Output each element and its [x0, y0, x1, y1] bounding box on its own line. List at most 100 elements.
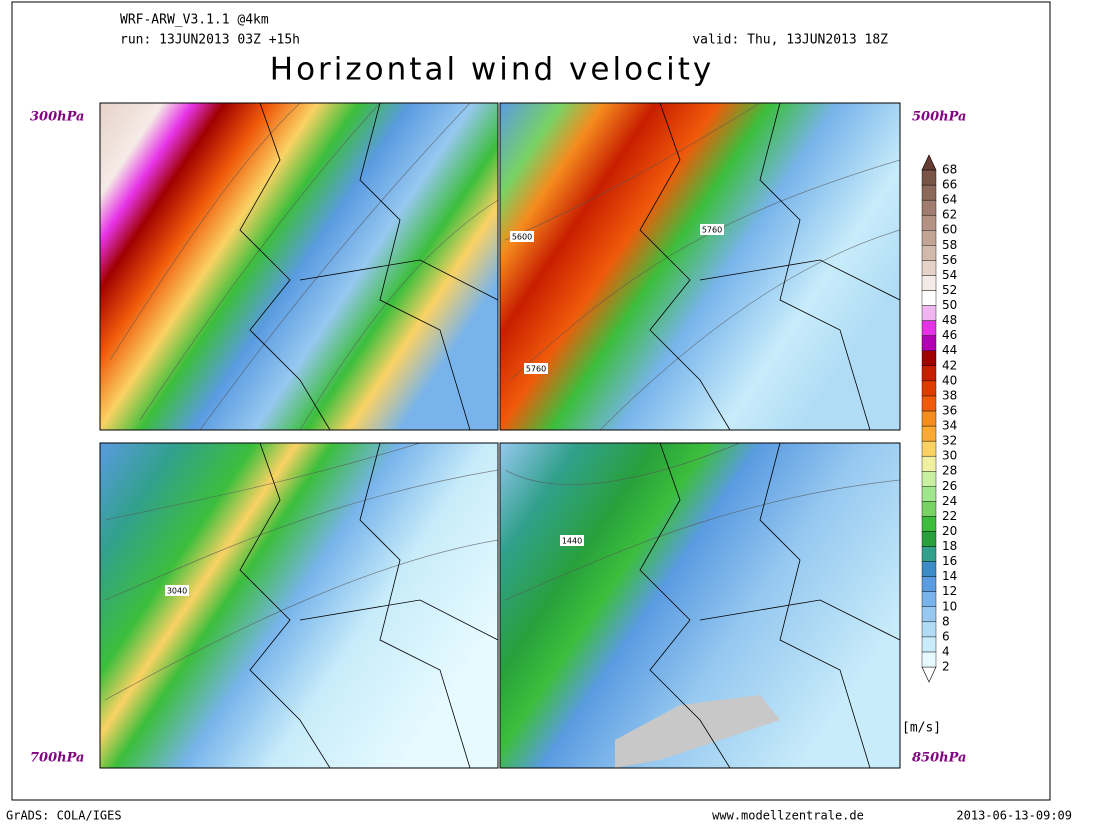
colorbar-label: 6 — [942, 629, 950, 643]
colorbar-label: 60 — [942, 223, 957, 237]
colorbar-swatch — [921, 199, 937, 216]
colorbar-swatch — [921, 636, 937, 653]
colorbar-label: 42 — [942, 358, 957, 372]
colorbar-swatch — [921, 184, 937, 201]
country-border — [239, 102, 499, 431]
colorbar-swatch — [921, 169, 937, 186]
colorbar-swatch — [921, 335, 937, 351]
footer-center: www.modellzentrale.de — [712, 809, 864, 823]
colorbar-label: 40 — [942, 373, 957, 387]
unit-label: [m/s] — [902, 721, 941, 736]
isohypse — [504, 102, 901, 431]
colorbar-swatch — [921, 546, 937, 562]
wind-field — [100, 103, 498, 430]
panel-700: 700hPa 3040 — [30, 442, 499, 769]
contour-label: 1440 — [562, 537, 582, 546]
colorbar-swatch — [921, 501, 937, 517]
isohypse — [109, 102, 499, 431]
colorbar-label: 14 — [942, 569, 957, 583]
colorbar-label: 38 — [942, 388, 957, 402]
level-label: 700hPa — [30, 751, 84, 766]
contour-label-box — [524, 363, 548, 374]
colorbar-label: 36 — [942, 403, 957, 417]
level-label: 850hPa — [912, 751, 966, 766]
wind-field — [100, 443, 498, 768]
colorbar-label: 46 — [942, 328, 957, 342]
colorbar-label: 22 — [942, 509, 957, 523]
panel-frame — [99, 442, 499, 769]
colorbar-label: 12 — [942, 584, 957, 598]
colorbar-swatch — [921, 591, 937, 607]
contour-label-box — [510, 231, 534, 242]
colorbar-swatch — [921, 576, 937, 592]
colorbar-swatch — [921, 275, 937, 291]
colorbar-swatch — [921, 621, 937, 638]
colorbar-label: 50 — [942, 298, 957, 312]
colorbar-label: 54 — [942, 268, 957, 282]
colorbar-swatch — [921, 245, 937, 261]
model-label: WRF-ARW_V3.1.1 @4km — [120, 13, 269, 28]
colorbar-label: 2 — [942, 660, 950, 674]
panel-frame — [499, 102, 901, 431]
run-label: run: 13JUN2013 03Z +15h — [120, 33, 300, 48]
colorbar-swatch — [921, 395, 937, 412]
country-border — [239, 442, 499, 769]
panel-300: 300hPa — [30, 102, 499, 431]
colorbar-swatch — [921, 455, 937, 472]
wind-field — [500, 103, 900, 430]
contour-label: 3040 — [167, 587, 187, 596]
frame — [11, 1, 1051, 801]
colorbar-end — [921, 666, 937, 683]
contour-label: 5600 — [512, 233, 532, 242]
colorbar-swatch — [921, 410, 937, 427]
contour-label-box — [165, 585, 189, 596]
contour-label: 5760 — [702, 226, 722, 235]
isohypse — [504, 442, 901, 601]
colorbar-swatch — [921, 365, 937, 382]
colorbar-swatch — [921, 425, 937, 442]
valid-label: valid: Thu, 13JUN2013 18Z — [692, 33, 888, 48]
colorbar-swatch — [921, 290, 937, 306]
colorbar-label: 26 — [942, 479, 957, 493]
colorbar-swatch — [921, 320, 937, 336]
colorbar-label: 8 — [942, 614, 950, 628]
colorbar-swatch — [921, 440, 937, 457]
colorbar-label: 52 — [942, 283, 957, 297]
colorbar-label: 20 — [942, 524, 957, 538]
colorbar-swatch — [921, 230, 937, 246]
colorbar-end — [921, 154, 937, 171]
colorbar-swatch — [921, 561, 937, 577]
colorbar-label: 58 — [942, 238, 957, 252]
colorbar-label: 24 — [942, 494, 957, 508]
footer-right: 2013-06-13-09:09 — [956, 809, 1072, 823]
colorbar-label: 62 — [942, 208, 957, 222]
colorbar-swatch — [921, 305, 937, 321]
colorbar-swatch — [921, 531, 937, 547]
level-label: 500hPa — [912, 110, 966, 125]
colorbar: 2468101214161820222426283032343638404244… — [921, 154, 957, 683]
colorbar-swatch — [921, 471, 937, 487]
country-border — [639, 442, 901, 769]
colorbar-label: 48 — [942, 313, 957, 327]
colorbar-label: 68 — [942, 163, 957, 177]
panel-500: 500hPa 5600 5760 5760 — [499, 102, 966, 431]
colorbar-label: 56 — [942, 253, 957, 267]
colorbar-label: 64 — [942, 193, 957, 207]
colorbar-label: 28 — [942, 464, 957, 478]
colorbar-label: 66 — [942, 178, 957, 192]
level-label: 300hPa — [30, 110, 84, 125]
panel-frame — [99, 102, 499, 431]
colorbar-label: 32 — [942, 434, 957, 448]
colorbar-label: 34 — [942, 419, 957, 433]
colorbar-swatch — [921, 214, 937, 231]
colorbar-swatch — [921, 486, 937, 502]
contour-label-box — [560, 535, 584, 546]
colorbar-swatch — [921, 651, 937, 668]
colorbar-swatch — [921, 516, 937, 532]
colorbar-label: 16 — [942, 554, 957, 568]
colorbar-label: 10 — [942, 599, 957, 613]
contour-label-box — [700, 224, 724, 235]
terrain-mask — [615, 695, 780, 768]
colorbar-swatch — [921, 606, 937, 623]
